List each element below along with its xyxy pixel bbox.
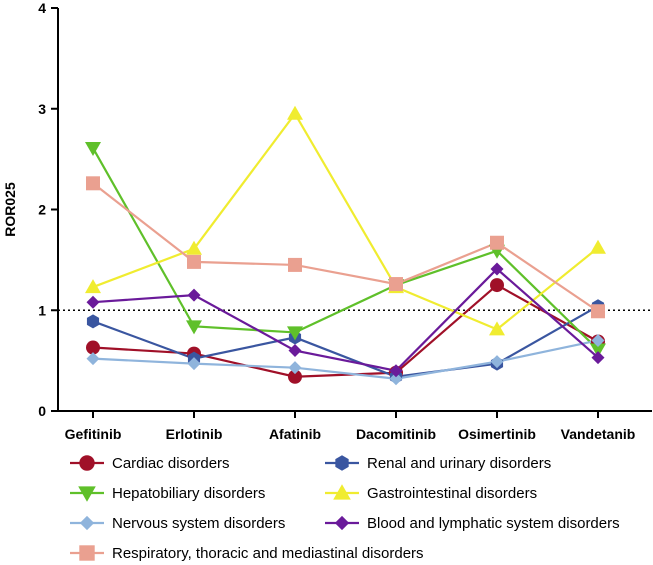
x-tick-label: Osimertinib bbox=[458, 426, 536, 442]
y-tick-label: 1 bbox=[38, 302, 46, 318]
data-point-gastrointestinal-disorders bbox=[186, 240, 202, 255]
legend-item: Respiratory, thoracic and mediastinal di… bbox=[70, 545, 424, 562]
x-ticks: Gefitinib Erlotinib Afatinib Dacomitinib Osi… bbox=[65, 411, 636, 442]
data-point-gastrointestinal-disorders bbox=[85, 279, 101, 294]
data-point-blood-and-lymphatic-system-disorders bbox=[288, 344, 302, 358]
data-point-nervous-system-disorders bbox=[389, 372, 403, 386]
series-markers bbox=[85, 105, 606, 386]
data-point-respiratory-thoracic-and-mediastinal-disorders bbox=[86, 176, 100, 191]
legend-label: Cardiac disorders bbox=[112, 455, 230, 472]
y-tick-label: 2 bbox=[38, 202, 46, 218]
data-point-hepatobiliary-disorders bbox=[287, 326, 303, 341]
data-point-respiratory-thoracic-and-mediastinal-disorders bbox=[490, 235, 504, 250]
data-point-gastrointestinal-disorders bbox=[287, 105, 303, 120]
y-tick-label: 3 bbox=[38, 101, 46, 117]
legend-item: Cardiac disorders bbox=[70, 455, 230, 472]
data-point-gastrointestinal-disorders bbox=[489, 321, 505, 336]
legend-label: Renal and urinary disorders bbox=[367, 455, 551, 472]
legend-marker bbox=[334, 515, 350, 531]
legend-marker bbox=[79, 455, 95, 471]
data-point-nervous-system-disorders bbox=[288, 361, 302, 375]
data-point-blood-and-lymphatic-system-disorders bbox=[591, 351, 605, 365]
data-point-cardiac-disorders bbox=[86, 340, 100, 355]
legend-item: Gastrointestinal disorders bbox=[325, 484, 537, 502]
legend-label: Blood and lymphatic system disorders bbox=[367, 515, 620, 532]
data-point-hepatobiliary-disorders bbox=[186, 320, 202, 335]
y-ticks: 0 1 2 3 4 bbox=[38, 0, 58, 419]
legend-item: Nervous system disorders bbox=[70, 515, 285, 532]
series-line-blood-and-lymphatic-system-disorders bbox=[92, 267, 599, 372]
data-point-respiratory-thoracic-and-mediastinal-disorders bbox=[187, 254, 201, 269]
legend-label: Gastrointestinal disorders bbox=[367, 485, 537, 502]
data-point-nervous-system-disorders bbox=[187, 357, 201, 371]
x-tick-label: Gefitinib bbox=[65, 426, 122, 442]
x-tick-label: Dacomitinib bbox=[356, 426, 436, 442]
data-point-blood-and-lymphatic-system-disorders bbox=[187, 288, 201, 302]
x-tick-label: Erlotinib bbox=[166, 426, 223, 442]
data-point-nervous-system-disorders bbox=[490, 355, 504, 369]
series-line-renal-and-urinary-disorders bbox=[92, 305, 599, 378]
legend-item: Renal and urinary disorders bbox=[325, 455, 551, 472]
series-line-gastrointestinal-disorders bbox=[92, 111, 599, 331]
legend-item: Blood and lymphatic system disorders bbox=[325, 515, 620, 532]
legend-label: Nervous system disorders bbox=[112, 515, 285, 532]
data-point-respiratory-thoracic-and-mediastinal-disorders bbox=[591, 304, 605, 319]
series-line-nervous-system-disorders bbox=[92, 339, 599, 380]
legend-marker bbox=[79, 515, 95, 531]
data-point-renal-and-urinary-disorders bbox=[86, 314, 100, 329]
data-point-gastrointestinal-disorders bbox=[590, 239, 606, 254]
data-point-respiratory-thoracic-and-mediastinal-disorders bbox=[288, 257, 302, 272]
x-tick-label: Vandetanib bbox=[561, 426, 636, 442]
series-lines bbox=[92, 111, 599, 380]
data-point-hepatobiliary-disorders bbox=[85, 142, 101, 157]
series-line-respiratory-thoracic-and-mediastinal-disorders bbox=[92, 182, 599, 313]
data-point-nervous-system-disorders bbox=[86, 352, 100, 366]
y-axis-title: ROR025 bbox=[2, 182, 18, 237]
data-point-blood-and-lymphatic-system-disorders bbox=[490, 262, 504, 276]
legend-item: Hepatobiliary disorders bbox=[70, 485, 265, 502]
data-point-hepatobiliary-disorders bbox=[590, 343, 606, 358]
data-point-nervous-system-disorders bbox=[591, 333, 605, 347]
data-point-respiratory-thoracic-and-mediastinal-disorders bbox=[389, 277, 403, 292]
y-tick-label: 4 bbox=[38, 0, 46, 16]
data-point-cardiac-disorders bbox=[490, 278, 504, 293]
data-point-blood-and-lymphatic-system-disorders bbox=[389, 364, 403, 378]
legend: Cardiac disorders Renal and urinary disor… bbox=[70, 455, 620, 562]
legend-label: Hepatobiliary disorders bbox=[112, 485, 265, 502]
legend-marker bbox=[78, 486, 96, 502]
y-tick-label: 0 bbox=[38, 403, 46, 419]
data-point-cardiac-disorders bbox=[288, 369, 302, 384]
legend-label: Respiratory, thoracic and mediastinal di… bbox=[112, 545, 424, 562]
legend-marker bbox=[335, 455, 349, 471]
legend-marker bbox=[333, 484, 351, 500]
series-line-hepatobiliary-disorders bbox=[92, 147, 599, 351]
data-point-blood-and-lymphatic-system-disorders bbox=[86, 295, 100, 309]
legend-marker bbox=[79, 545, 95, 561]
x-tick-label: Afatinib bbox=[269, 426, 321, 442]
